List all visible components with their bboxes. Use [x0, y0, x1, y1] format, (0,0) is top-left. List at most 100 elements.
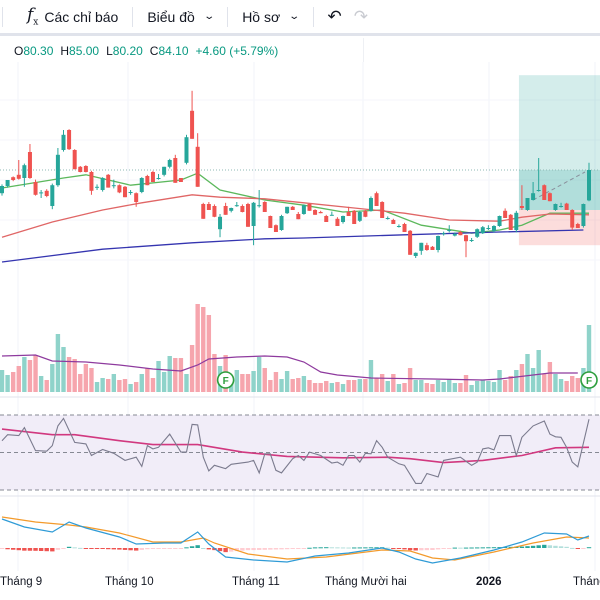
volume-bar: [329, 383, 335, 392]
candle-body: [374, 193, 379, 206]
chart-type-dropdown[interactable]: Biểu đồ ⌄: [141, 3, 219, 31]
profile-label: Hồ sơ: [242, 8, 281, 25]
volume-bar: [44, 380, 49, 392]
candle-body: [430, 246, 435, 250]
volume-bar: [530, 368, 536, 392]
macd-histogram-bar: [530, 545, 536, 548]
macd-histogram-bar: [167, 548, 172, 549]
macd-line: [1, 518, 590, 564]
volume-bar: [184, 374, 189, 392]
volume-bar: [66, 357, 72, 392]
volume-bar: [542, 374, 547, 392]
time-axis-label: Tháng: [573, 576, 600, 588]
candle-body: [285, 206, 290, 214]
candle-body: [156, 178, 161, 179]
volume-bar: [212, 354, 217, 392]
volume-bar: [525, 354, 530, 392]
candle-body: [162, 166, 167, 175]
macd-histogram-bar: [536, 545, 541, 548]
event-marker-label: F: [223, 376, 229, 387]
event-marker-icon: [580, 371, 598, 389]
macd-histogram-bar: [385, 547, 390, 549]
candle-body: [553, 204, 558, 210]
candle-body: [391, 220, 396, 224]
volume-bar: [508, 376, 513, 392]
candle-body: [469, 240, 474, 241]
candle-body: [363, 210, 368, 217]
volume-bar: [94, 382, 100, 392]
candle-body: [514, 212, 519, 230]
candle-body: [452, 234, 457, 236]
candle-body: [223, 206, 228, 215]
position-dashed-line: [532, 171, 586, 201]
volume-bar: [368, 360, 374, 392]
event-marker-icon: [216, 371, 235, 389]
undo-button[interactable]: ↶: [322, 3, 348, 31]
volume-bar: [16, 366, 21, 392]
indicators-button[interactable]: fx Các chỉ báo: [21, 3, 124, 31]
macd-histogram-bar: [206, 548, 212, 550]
volume-bar: [413, 380, 418, 392]
candle-body: [301, 205, 306, 214]
volume-bar: [262, 368, 267, 392]
volume-bar: [167, 356, 172, 392]
top-toolbar: fx Các chỉ báo Biểu đồ ⌄ Hồ sơ ⌄ ↶ ↷: [0, 0, 600, 33]
volume-bar: [474, 381, 480, 392]
volume-bar: [178, 358, 184, 392]
macd-histogram-bar: [296, 548, 301, 549]
time-axis-label: Tháng 10: [105, 576, 154, 588]
candle-body: [413, 252, 418, 256]
profile-dropdown[interactable]: Hồ sơ ⌄: [236, 3, 304, 31]
volume-bar: [150, 378, 156, 392]
candle-body: [178, 178, 183, 182]
candle-body: [72, 150, 77, 170]
volume-ma-line: [1, 354, 578, 381]
macd-signal-line: [1, 516, 590, 561]
macd-histogram-bar: [184, 547, 189, 549]
macd-histogram-bar: [480, 547, 485, 549]
macd-histogram-bar: [335, 547, 340, 549]
chart-type-label: Biểu đồ: [147, 8, 195, 25]
candle-body: [419, 242, 424, 251]
time-axis[interactable]: Tháng 9 Tháng 10 Tháng 11 Tháng Mười hai…: [0, 571, 600, 600]
macd-histogram-bar: [10, 548, 16, 550]
volume-bar: [10, 372, 16, 392]
long-position-profit-zone: [518, 170, 600, 210]
macd-histogram-bar: [340, 547, 346, 549]
candle-body: [570, 210, 575, 228]
macd-histogram-bar: [117, 548, 122, 550]
candle-body: [273, 225, 278, 232]
candle-body: [218, 216, 223, 230]
volume-bar: [78, 374, 83, 392]
macd-histogram-bar: [435, 548, 441, 550]
candle-body: [458, 232, 463, 236]
volume-bar: [301, 376, 307, 392]
candle-body: [89, 172, 94, 191]
candle-body: [357, 212, 362, 221]
volume-bar: [83, 364, 89, 392]
volume-bar: [458, 383, 463, 392]
macd-histogram-bar: [50, 548, 55, 552]
toolbar-divider: [0, 33, 600, 36]
macd-histogram-bar: [374, 547, 379, 549]
volume-bar: [441, 382, 446, 392]
candle-body: [16, 174, 21, 179]
macd-histogram-bar: [94, 548, 100, 549]
macd-histogram-bar: [89, 548, 94, 549]
macd-histogram-bar: [447, 548, 452, 549]
volume-bar: [575, 378, 581, 392]
candle-body: [78, 166, 83, 172]
candle-body: [396, 226, 401, 227]
candle-body: [329, 214, 334, 216]
candle-body: [318, 212, 323, 214]
candle-body: [83, 166, 88, 172]
macd-histogram-bar: [72, 547, 77, 549]
volume-bar: [38, 376, 44, 392]
redo-button[interactable]: ↷: [348, 3, 374, 31]
macd-histogram-bar: [458, 547, 463, 549]
volume-bar: [173, 358, 178, 392]
volume-bar: [156, 361, 161, 392]
macd-histogram-bar: [452, 547, 458, 549]
macd-histogram-bar: [229, 548, 234, 552]
